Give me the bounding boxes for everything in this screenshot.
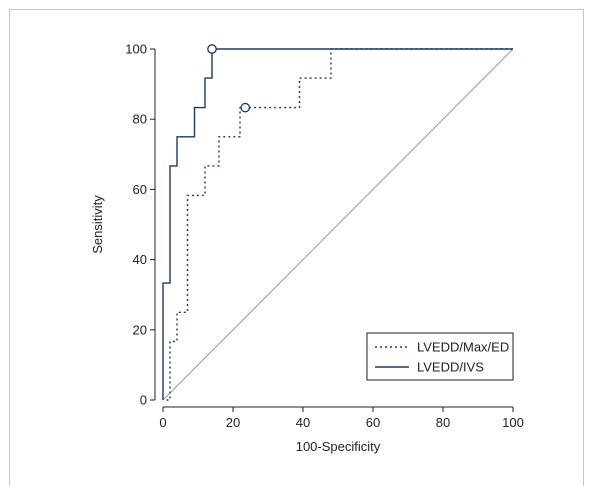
y-tick-label: 60 bbox=[133, 182, 147, 197]
legend-label-lvedd-max-ed: LVEDD/Max/ED bbox=[417, 340, 509, 355]
y-axis-title: Sensitivity bbox=[90, 195, 105, 254]
series-layer bbox=[162, 44, 513, 401]
figure-panel-border bbox=[9, 9, 584, 486]
x-tick-label: 100 bbox=[502, 415, 524, 430]
reference-diagonal-line bbox=[162, 48, 514, 401]
cutoff-marker-lvedd-ivs bbox=[207, 44, 217, 54]
y-axis-ticks: 0 20 40 60 80 100 bbox=[125, 42, 155, 408]
x-axis-ticks: 0 20 40 60 80 100 bbox=[159, 407, 524, 430]
cutoff-marker-lvedd-max-ed bbox=[240, 102, 251, 113]
x-tick-label: 0 bbox=[159, 415, 166, 430]
plot-area: 0 20 40 60 80 100 0 20 40 60 80 100 bbox=[125, 42, 524, 431]
legend-box bbox=[366, 332, 514, 381]
legend: LVEDD/Max/ED LVEDD/IVS bbox=[366, 332, 514, 381]
x-tick-label: 60 bbox=[366, 415, 380, 430]
y-tick-label: 40 bbox=[133, 252, 147, 267]
y-tick-label: 0 bbox=[140, 393, 147, 408]
y-tick-label: 80 bbox=[133, 112, 147, 127]
x-tick-label: 40 bbox=[296, 415, 310, 430]
y-tick-label: 20 bbox=[133, 322, 147, 337]
x-axis-title: 100-Specificity bbox=[296, 439, 381, 454]
series-line-lvedd-max-ed bbox=[166, 48, 513, 401]
y-tick-label: 100 bbox=[125, 42, 147, 57]
x-tick-label: 80 bbox=[436, 415, 450, 430]
series-line-lvedd-ivs bbox=[162, 48, 513, 400]
x-tick-label: 20 bbox=[226, 415, 240, 430]
legend-label-lvedd-ivs: LVEDD/IVS bbox=[417, 360, 484, 375]
